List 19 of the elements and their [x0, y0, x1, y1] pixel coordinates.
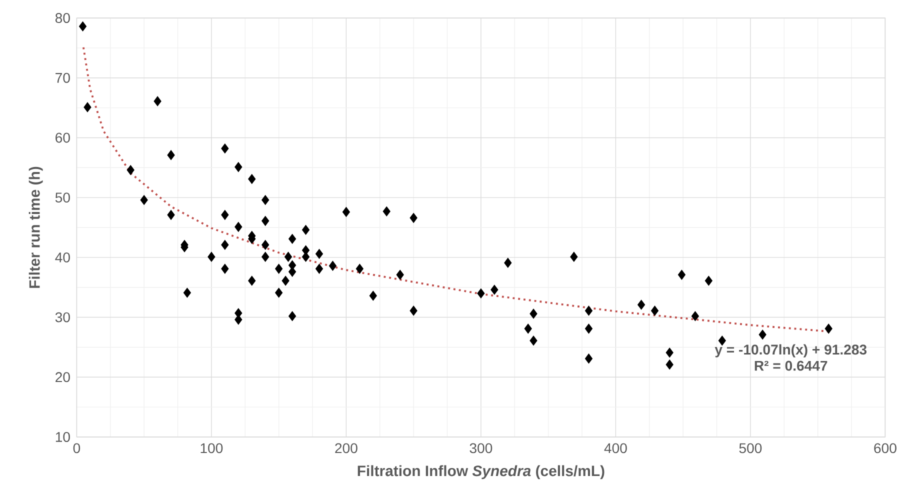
x-tick-label: 600 — [874, 443, 896, 454]
y-tick-label: 40 — [55, 252, 70, 262]
y-tick-label: 30 — [55, 312, 70, 322]
x-tick-label: 200 — [335, 443, 358, 454]
y-tick-label: 80 — [55, 13, 70, 23]
y-tick-label: 50 — [55, 192, 70, 203]
x-tick-label: 300 — [470, 443, 492, 454]
y-axis-title: Filter run time (h) — [28, 166, 43, 288]
x-tick-label: 100 — [200, 443, 223, 454]
y-tick-label: 20 — [56, 372, 70, 382]
x-axis-title: Filtration Inflow Synedra (cells/mL) — [358, 465, 604, 480]
y-tick-label: 70 — [56, 72, 70, 83]
y-tick-label: 10 — [56, 432, 70, 442]
x-tick-label: 500 — [739, 443, 762, 454]
x-tick-label: 400 — [604, 443, 627, 454]
x-tick-label: 0 — [73, 443, 80, 454]
annotation: y = -10.07ln(x) + 91.283 — [714, 344, 867, 358]
y-tick-label: 60 — [56, 132, 70, 143]
annotation: R² = 0.6447 — [754, 360, 828, 371]
